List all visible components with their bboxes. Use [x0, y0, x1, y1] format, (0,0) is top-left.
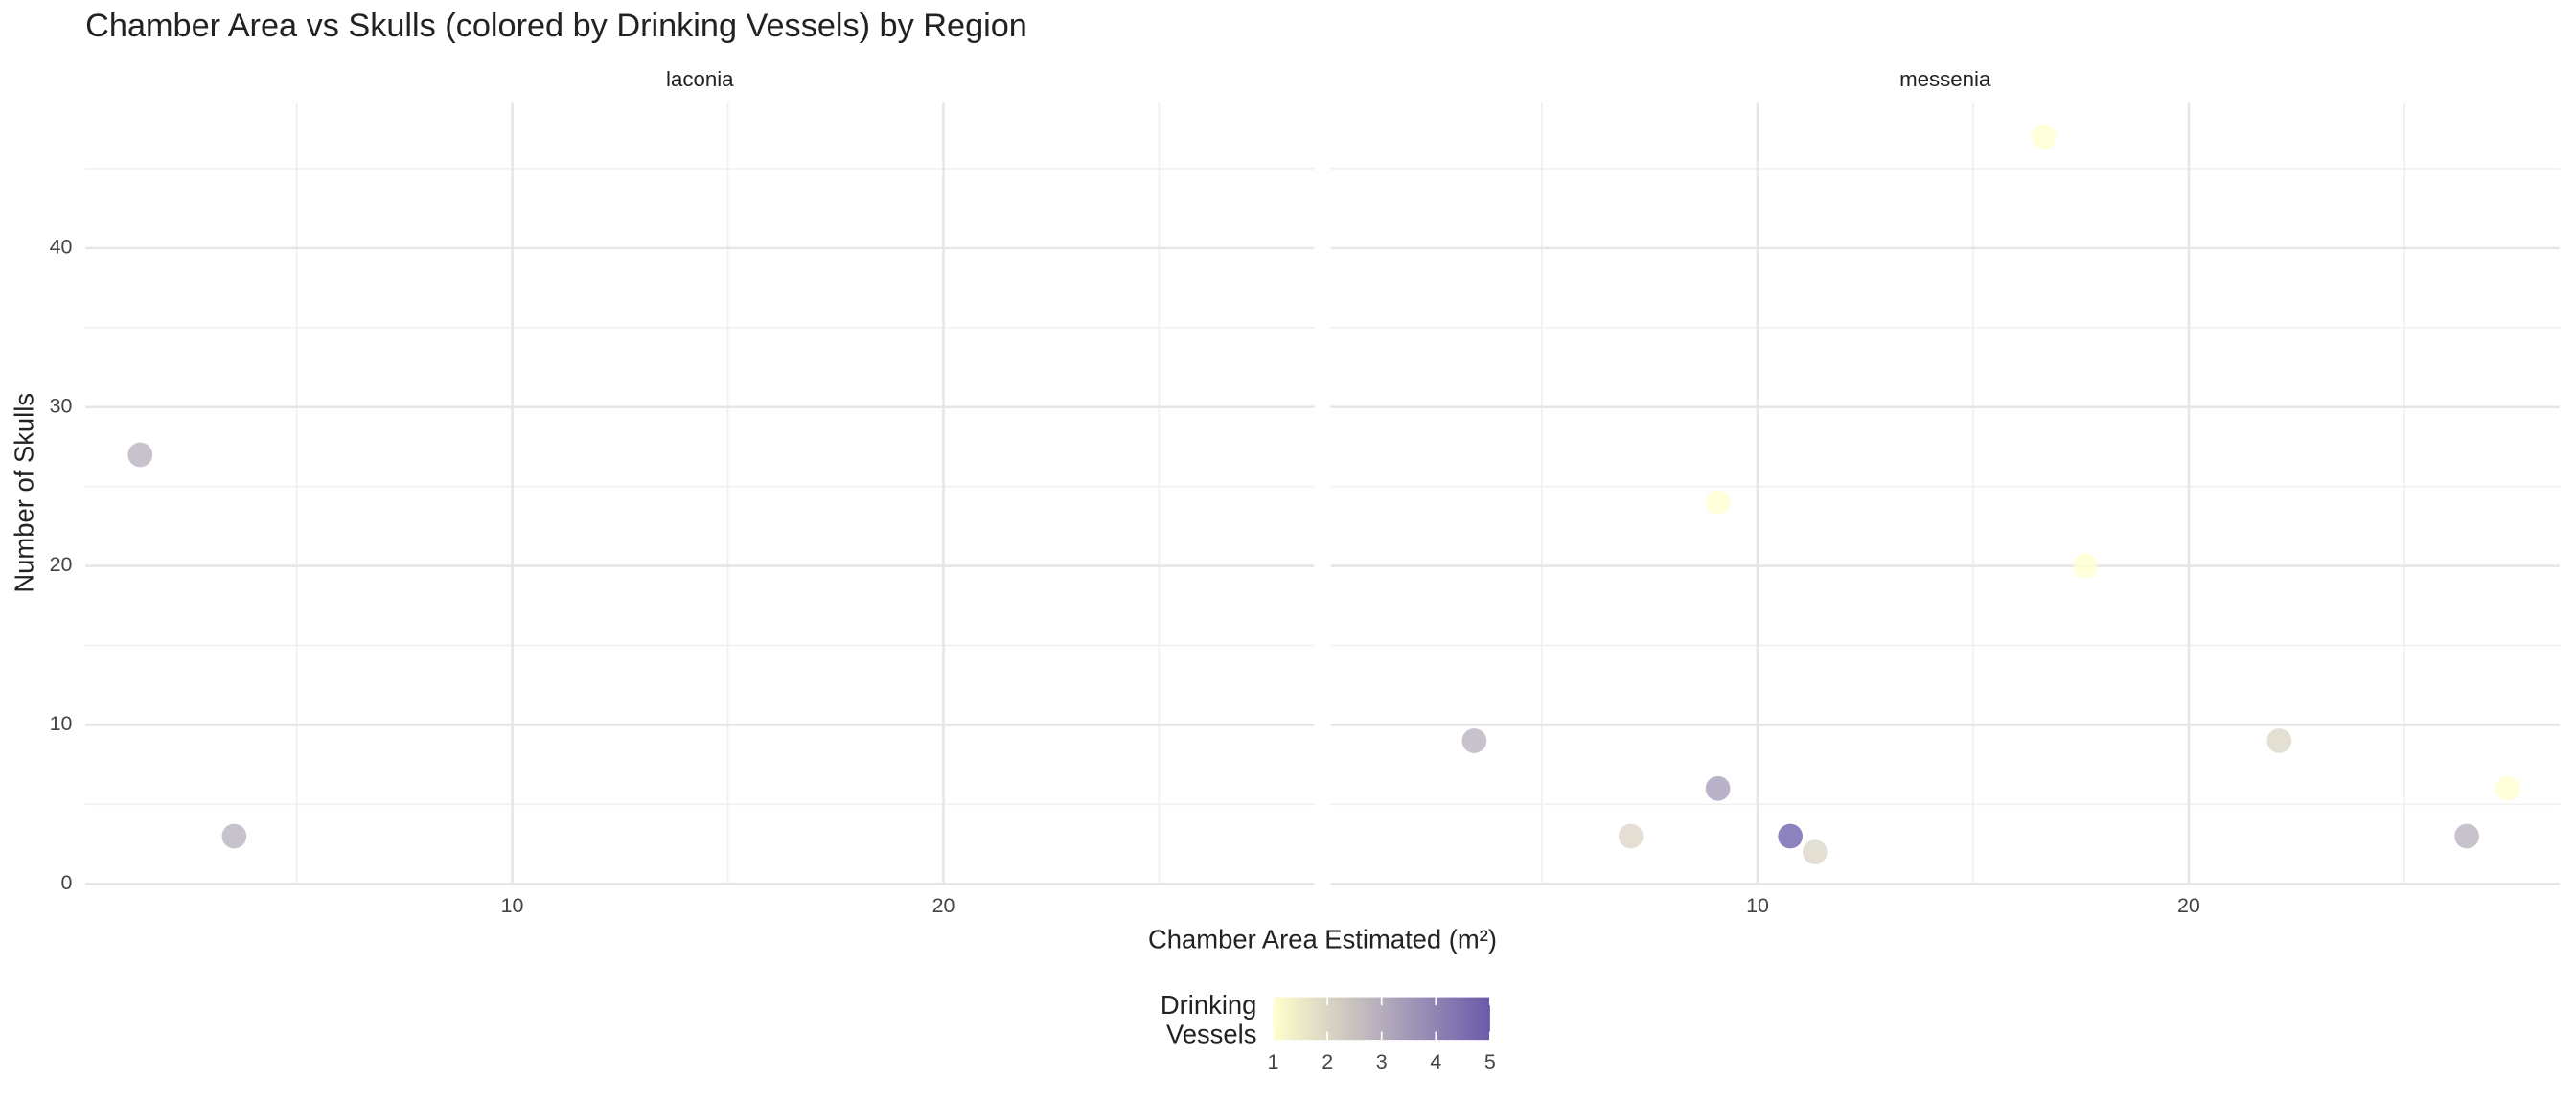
point: [1461, 728, 1487, 753]
x-tick-label: 10: [1746, 894, 1769, 917]
point: [1778, 823, 1804, 849]
point: [2031, 124, 2057, 150]
point: [1618, 823, 1644, 849]
x-axis-label: Chamber Area Estimated (m²): [1148, 925, 1497, 954]
point: [1705, 775, 1731, 801]
x-tick-label: 10: [501, 894, 524, 917]
x-tick-label: 20: [2177, 894, 2200, 917]
point: [2454, 823, 2479, 849]
point: [1802, 840, 1828, 864]
point: [2266, 728, 2292, 753]
color-bar-tick-label: 5: [1484, 1050, 1496, 1073]
point: [127, 442, 153, 468]
color-bar-tick-label: 4: [1430, 1050, 1441, 1073]
chart-title: Chamber Area vs Skulls (colored by Drink…: [85, 8, 1027, 44]
point: [221, 823, 247, 849]
y-tick-label: 10: [50, 712, 73, 735]
legend-title: Drinking Vessels: [1161, 990, 1257, 1049]
point: [2496, 775, 2520, 801]
point: [1705, 490, 1731, 516]
color-bar-tick-label: 1: [1268, 1050, 1279, 1073]
color-bar-tick-label: 3: [1376, 1050, 1388, 1073]
y-tick-label: 40: [50, 236, 73, 259]
point: [2073, 553, 2098, 579]
color-bar-tick-label: 2: [1322, 1050, 1333, 1073]
x-tick-label: 20: [932, 894, 955, 917]
facet-label: laconia: [666, 67, 734, 91]
y-axis-label: Number of Skulls: [10, 393, 39, 593]
y-tick-label: 0: [61, 871, 73, 894]
facet-label: messenia: [1899, 67, 1991, 91]
y-tick-label: 20: [50, 553, 73, 576]
y-tick-label: 30: [50, 394, 73, 417]
